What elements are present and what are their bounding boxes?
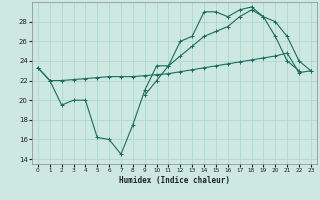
X-axis label: Humidex (Indice chaleur): Humidex (Indice chaleur) xyxy=(119,176,230,185)
